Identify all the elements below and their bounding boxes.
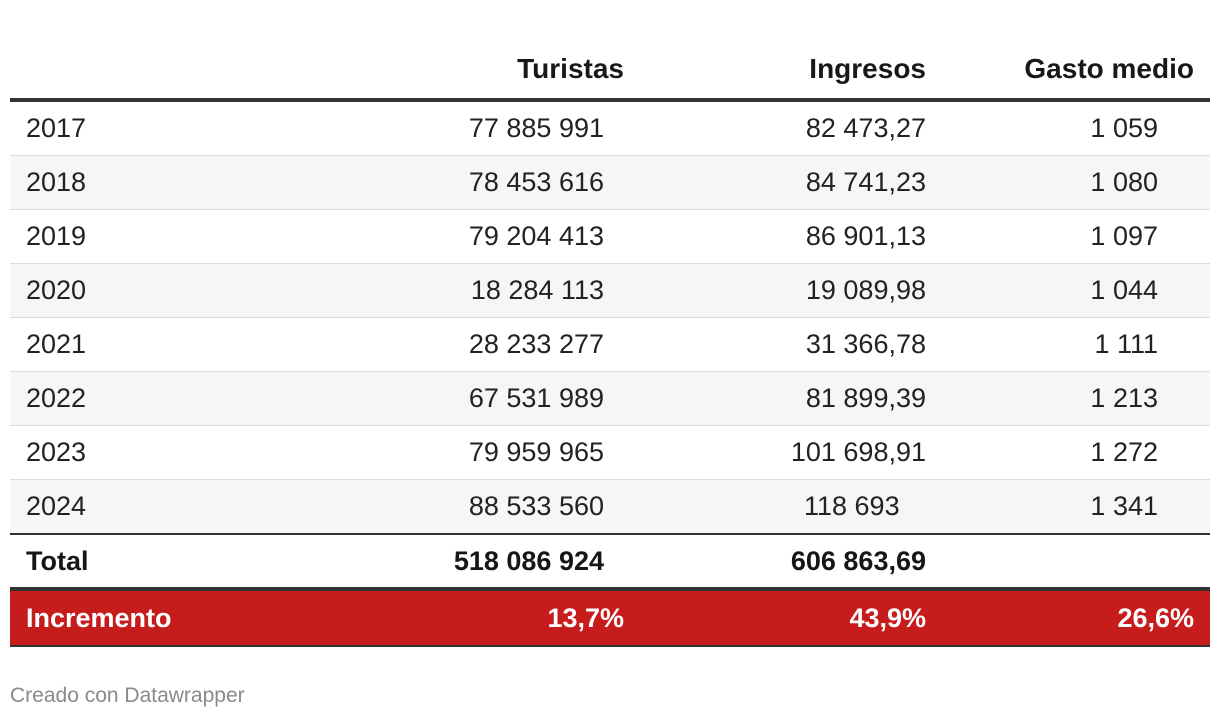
cell-year: 2018	[10, 155, 120, 210]
table-row: 2018 78 453 616 84 741,23 1 080	[10, 155, 1210, 210]
cell-year: 2024	[10, 479, 120, 535]
data-table-container: Turistas Ingresos Gasto medio 2017 77 88…	[10, 40, 1210, 647]
cell-year: 2022	[10, 371, 120, 426]
table-row: 2019 79 204 413 86 901,13 1 097	[10, 209, 1210, 264]
datawrapper-credit: Creado con Datawrapper	[10, 684, 245, 707]
table-row: 2022 67 531 989 81 899,39 1 213	[10, 371, 1210, 426]
total-row: Total 518 086 924 606 863,69	[10, 534, 1210, 591]
cell-gasto-medio: 1 341	[942, 479, 1210, 535]
total-label: Total	[10, 534, 120, 591]
increment-gasto-medio: 26,6%	[942, 589, 1210, 647]
cell-year: 2023	[10, 425, 120, 480]
increment-ingresos: 43,9%	[640, 589, 942, 647]
cell-turistas: 28 233 277	[120, 317, 640, 372]
table-row: 2017 77 885 991 82 473,27 1 059	[10, 100, 1210, 156]
header-year	[10, 40, 120, 102]
cell-gasto-medio: 1 059	[942, 100, 1210, 156]
cell-turistas: 88 533 560	[120, 479, 640, 535]
cell-year: 2021	[10, 317, 120, 372]
cell-gasto-medio: 1 272	[942, 425, 1210, 480]
cell-turistas: 79 959 965	[120, 425, 640, 480]
tourism-table: Turistas Ingresos Gasto medio 2017 77 88…	[10, 40, 1210, 647]
increment-turistas: 13,7%	[120, 589, 640, 647]
increment-row: Incremento 13,7% 43,9% 26,6%	[10, 589, 1210, 647]
total-gasto-medio	[942, 534, 1210, 591]
cell-ingresos: 84 741,23	[640, 155, 942, 210]
cell-gasto-medio: 1 213	[942, 371, 1210, 426]
cell-ingresos: 101 698,91	[640, 425, 942, 480]
table-row: 2021 28 233 277 31 366,78 1 111	[10, 317, 1210, 372]
cell-turistas: 78 453 616	[120, 155, 640, 210]
table-row: 2024 88 533 560 118 693 1 341	[10, 479, 1210, 535]
header-gasto-medio: Gasto medio	[942, 40, 1210, 102]
cell-turistas: 67 531 989	[120, 371, 640, 426]
total-ingresos: 606 863,69	[640, 534, 942, 591]
total-turistas: 518 086 924	[120, 534, 640, 591]
cell-year: 2017	[10, 100, 120, 156]
cell-gasto-medio: 1 111	[942, 317, 1210, 372]
cell-ingresos: 19 089,98	[640, 263, 942, 318]
header-row: Turistas Ingresos Gasto medio	[10, 40, 1210, 102]
cell-ingresos: 86 901,13	[640, 209, 942, 264]
header-ingresos: Ingresos	[640, 40, 942, 102]
cell-ingresos: 118 693	[640, 479, 942, 535]
table-row: 2020 18 284 113 19 089,98 1 044	[10, 263, 1210, 318]
table-row: 2023 79 959 965 101 698,91 1 272	[10, 425, 1210, 480]
increment-label: Incremento	[10, 589, 172, 647]
cell-ingresos: 31 366,78	[640, 317, 942, 372]
cell-turistas: 18 284 113	[120, 263, 640, 318]
cell-year: 2019	[10, 209, 120, 264]
cell-ingresos: 81 899,39	[640, 371, 942, 426]
cell-turistas: 79 204 413	[120, 209, 640, 264]
cell-gasto-medio: 1 044	[942, 263, 1210, 318]
cell-ingresos: 82 473,27	[640, 100, 942, 156]
cell-gasto-medio: 1 080	[942, 155, 1210, 210]
header-turistas: Turistas	[120, 40, 640, 102]
cell-year: 2020	[10, 263, 120, 318]
cell-turistas: 77 885 991	[120, 100, 640, 156]
cell-gasto-medio: 1 097	[942, 209, 1210, 264]
